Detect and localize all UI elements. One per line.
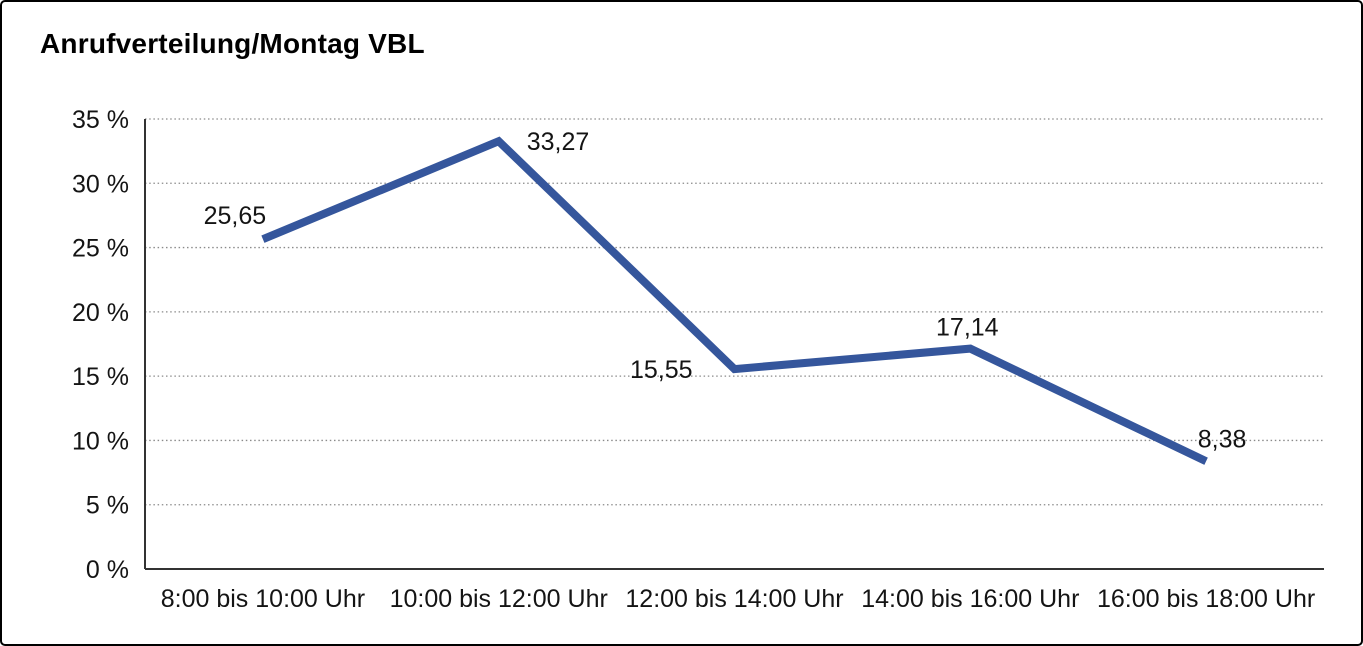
data-line (261, 136, 1208, 465)
data-point-label: 15,55 (630, 356, 693, 384)
y-tick-label: 0 % (86, 556, 129, 584)
data-point-label: 8,38 (1198, 425, 1247, 453)
y-tick-label: 5 % (86, 492, 129, 520)
y-tick-label: 20 % (72, 299, 129, 327)
y-tick-label: 15 % (72, 363, 129, 391)
x-tick-label: 8:00 bis 10:00 Uhr (161, 585, 365, 613)
data-point-label: 33,27 (527, 128, 590, 156)
data-point-label: 17,14 (936, 314, 999, 342)
x-tick-label: 12:00 bis 14:00 Uhr (625, 585, 843, 613)
y-tick-label: 10 % (72, 427, 129, 455)
x-tick-label: 10:00 bis 12:00 Uhr (390, 585, 608, 613)
y-tick-label: 25 % (72, 235, 129, 263)
x-tick-label: 14:00 bis 16:00 Uhr (861, 585, 1079, 613)
y-tick-label: 30 % (72, 170, 129, 198)
chart-title: Anrufverteilung/Montag VBL (40, 28, 425, 59)
x-tick-label: 16:00 bis 18:00 Uhr (1097, 585, 1315, 613)
y-tick-label: 35 % (72, 106, 129, 134)
data-point-label: 25,65 (204, 202, 267, 230)
